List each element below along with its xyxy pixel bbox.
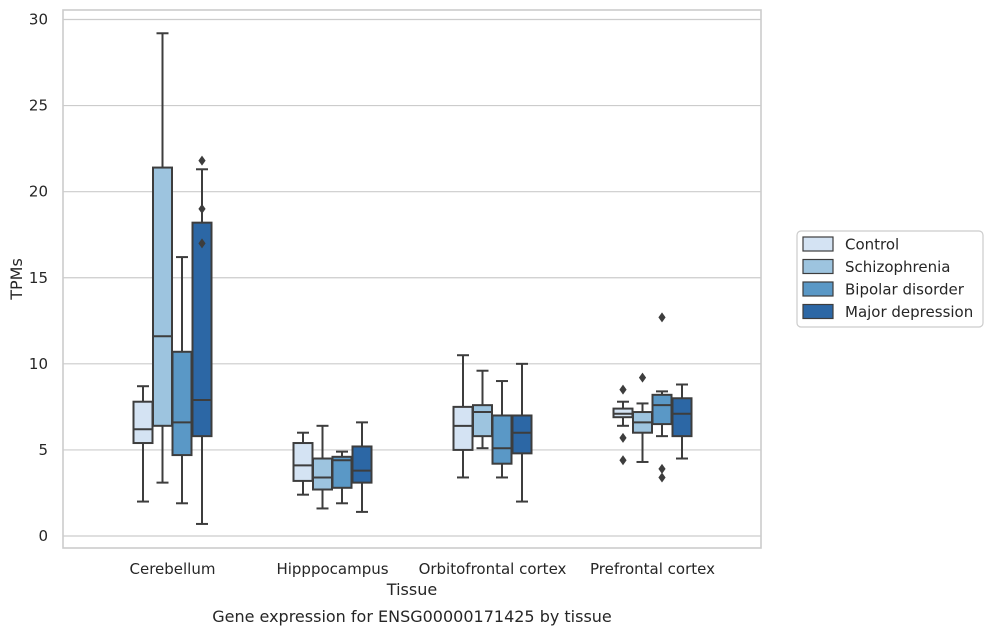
- box: [292, 442, 314, 482]
- box-group: [132, 385, 154, 503]
- box: [132, 400, 154, 445]
- box-group: [171, 256, 193, 505]
- y-tick-label: 10: [29, 355, 48, 373]
- box-group: [312, 424, 333, 510]
- x-tick-label: Cerebellum: [130, 560, 216, 578]
- box-group: [632, 372, 653, 463]
- legend-label: Schizophrenia: [845, 258, 950, 276]
- box: [312, 457, 333, 491]
- y-axis-ticks: 0 5 10 15 20 25 30: [29, 11, 48, 546]
- y-tick-label: 5: [38, 441, 48, 459]
- x-axis-ticks: Cerebellum Hipppocampus Orbitofrontal cort…: [130, 560, 716, 578]
- legend-swatch: [802, 258, 834, 275]
- legend-frame: [796, 230, 984, 328]
- legend-label: Major depression: [845, 303, 973, 321]
- box-group: [612, 384, 634, 466]
- box: [152, 166, 173, 427]
- legend: Control Schizophrenia Bipolar disorder Majo…: [796, 230, 984, 328]
- box-group: [331, 450, 353, 505]
- legend-label: Bipolar disorder: [845, 281, 965, 299]
- box-plot-area: [132, 32, 693, 525]
- outlier-point: [638, 372, 647, 383]
- box-group: [452, 354, 474, 479]
- legend-label: Control: [845, 236, 899, 254]
- y-axis-label: TPMs: [7, 258, 26, 301]
- box-group: [651, 312, 673, 483]
- box: [651, 393, 673, 426]
- legend-swatch: [802, 236, 834, 252]
- y-tick-label: 25: [29, 97, 48, 115]
- box: [511, 414, 533, 455]
- outlier-point: [658, 463, 666, 474]
- box-group: [292, 431, 314, 496]
- box: [171, 350, 193, 457]
- box-group: [491, 380, 513, 479]
- chart-caption: Gene expression for ENSG00000171425 by t…: [212, 607, 612, 626]
- box: [671, 397, 693, 438]
- legend-swatch: [802, 303, 834, 320]
- box-group: [152, 32, 173, 484]
- outlier-point: [658, 472, 666, 483]
- box-group: [511, 362, 533, 503]
- box: [351, 445, 373, 484]
- outlier-point: [658, 312, 666, 323]
- box: [452, 405, 474, 451]
- box-group: [191, 155, 213, 525]
- outlier-point: [619, 432, 627, 443]
- box: [491, 414, 513, 465]
- y-tick-label: 15: [29, 269, 48, 287]
- legend-swatch: [802, 281, 834, 297]
- outlier-point: [198, 155, 206, 166]
- x-tick-label: Prefrontal cortex: [590, 560, 715, 578]
- box: [472, 404, 493, 438]
- x-tick-label: Hipppocampus: [276, 560, 388, 578]
- outlier-point: [619, 384, 627, 395]
- x-axis-label: Tissue: [386, 580, 437, 599]
- box-group: [351, 421, 373, 513]
- box: [191, 221, 213, 438]
- box: [331, 455, 353, 489]
- plot-frame: [62, 9, 762, 549]
- outlier-point: [198, 203, 206, 214]
- y-tick-label: 30: [29, 11, 48, 29]
- y-tick-label: 0: [38, 527, 48, 545]
- box-group: [671, 383, 693, 460]
- x-tick-label: Orbitofrontal cortex: [419, 560, 567, 578]
- y-tick-label: 20: [29, 183, 48, 201]
- box-group: [472, 369, 493, 450]
- outlier-point: [619, 455, 627, 466]
- outlier-point: [198, 238, 206, 249]
